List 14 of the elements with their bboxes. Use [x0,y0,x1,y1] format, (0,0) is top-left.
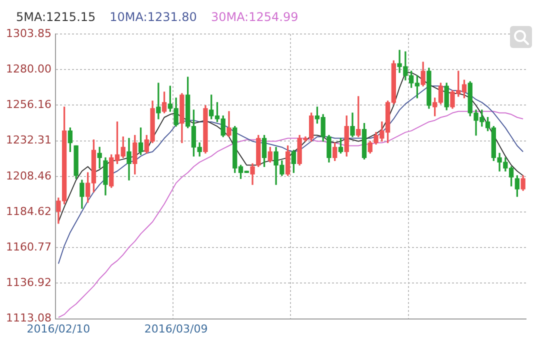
x-tick-label: 2016/02/10 [26,322,90,336]
text: 30MA:1254.99 [210,10,298,24]
y-tick-label: 1280.00 [6,62,52,76]
y-tick-label: 1184.62 [6,204,52,218]
y-tick-label: 1136.92 [6,276,52,290]
text: 10MA:1231.80 [110,10,197,24]
x-tick-label: 2016/03/09 [144,322,208,336]
y-tick-label: 1232.31 [6,134,52,147]
y-tick-label: 1160.77 [6,240,52,254]
y-tick-label: 1303.85 [6,26,52,40]
y-tick-label: 1208.46 [6,169,52,182]
y-tick-label: 1113.08 [6,312,52,325]
text: 5MA:1215.15 [16,10,96,24]
y-tick-label: 1256.16 [6,98,52,112]
